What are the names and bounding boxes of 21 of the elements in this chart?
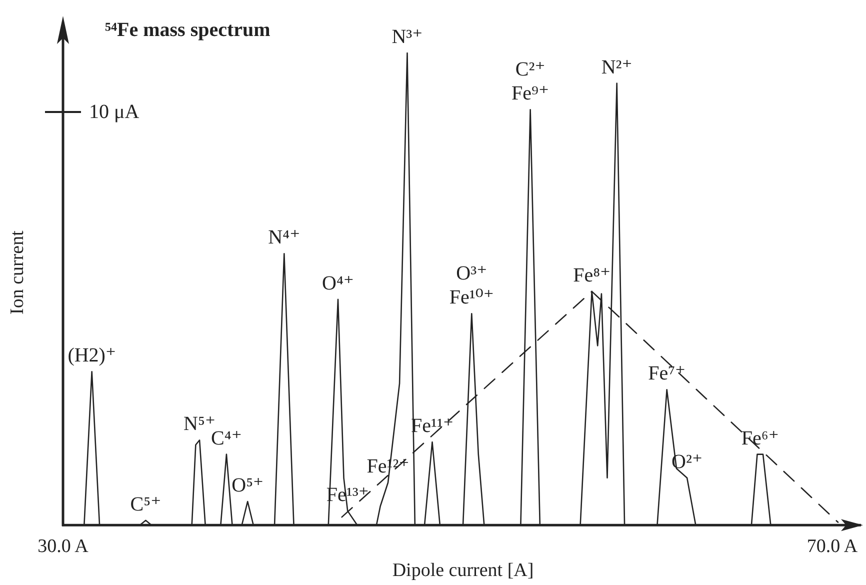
annotation: Fe⁷⁺ bbox=[648, 362, 686, 385]
annotation: C⁵⁺ bbox=[130, 493, 162, 516]
chart-title: ⁵⁴Fe mass spectrum bbox=[105, 19, 271, 41]
annotation: O⁴⁺ bbox=[322, 272, 354, 294]
y-axis-title: Ion current bbox=[7, 230, 28, 314]
annotation: 10 μA bbox=[89, 101, 140, 123]
x-axis-title: Dipole current [A] bbox=[392, 560, 534, 581]
annotation: N⁴⁺ bbox=[268, 226, 300, 249]
annotation: (H2)⁺ bbox=[68, 344, 116, 367]
annotation: C⁴⁺ bbox=[211, 427, 242, 450]
annotation: O³⁺ bbox=[456, 262, 488, 285]
annotation: Fe⁹⁺ bbox=[512, 82, 550, 105]
annotation: Fe¹⁰⁺ bbox=[449, 286, 494, 309]
annotation: O⁵⁺ bbox=[232, 474, 264, 496]
x-tick-label: 30.0 A bbox=[38, 536, 89, 558]
x-tick-label: 70.0 A bbox=[806, 536, 858, 558]
annotation: C²⁺ bbox=[515, 58, 546, 81]
annotation: N³⁺ bbox=[392, 26, 423, 48]
annotation: Fe⁶⁺ bbox=[741, 427, 779, 450]
annotation: N²⁺ bbox=[601, 56, 632, 78]
annotation: Fe⁸⁺ bbox=[573, 264, 611, 286]
